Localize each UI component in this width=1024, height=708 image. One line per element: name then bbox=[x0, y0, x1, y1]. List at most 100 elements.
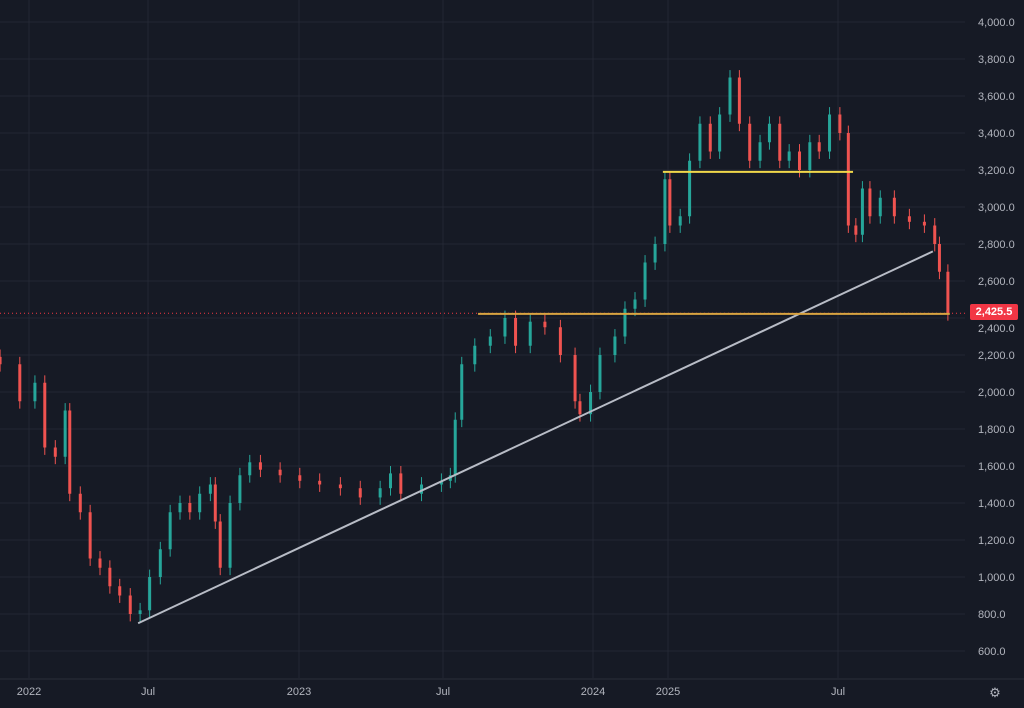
candle-body bbox=[737, 77, 741, 124]
candle-body bbox=[838, 114, 842, 133]
candle-body bbox=[514, 318, 518, 346]
candle-body bbox=[168, 512, 172, 550]
candle-body bbox=[868, 188, 872, 217]
candle-body bbox=[188, 503, 192, 513]
x-tick-label: 2023 bbox=[287, 686, 311, 698]
candle-body bbox=[33, 382, 37, 402]
y-tick-label: 1,200.0 bbox=[978, 535, 1015, 547]
candle-body bbox=[0, 356, 2, 365]
candle-body bbox=[643, 262, 647, 300]
candle-body bbox=[578, 401, 582, 415]
y-tick-label: 2,400.0 bbox=[978, 323, 1015, 335]
candle-body bbox=[278, 469, 282, 476]
candle-body bbox=[828, 114, 832, 152]
candle-body bbox=[198, 493, 202, 513]
candle-body bbox=[787, 151, 791, 161]
candle-body bbox=[420, 484, 424, 494]
candle-body bbox=[528, 321, 532, 346]
candle-body bbox=[623, 308, 627, 337]
candle-body bbox=[778, 123, 782, 161]
candle-body bbox=[138, 610, 142, 614]
candle-body bbox=[817, 142, 821, 152]
candle-body bbox=[213, 484, 217, 522]
candle-body bbox=[78, 493, 82, 513]
candle-body bbox=[613, 336, 617, 355]
candle-body bbox=[708, 123, 712, 152]
candle-body bbox=[846, 133, 850, 226]
y-tick-label: 1,400.0 bbox=[978, 498, 1015, 510]
candle-body bbox=[118, 586, 122, 596]
candle-body bbox=[678, 216, 682, 226]
y-tick-label: 3,600.0 bbox=[978, 91, 1015, 103]
candle-body bbox=[860, 188, 864, 235]
last-price-label: 2,425.5 bbox=[970, 304, 1018, 320]
candle-body bbox=[946, 271, 950, 314]
candle-body bbox=[808, 142, 812, 170]
candle-body bbox=[668, 179, 672, 226]
y-tick-label: 3,000.0 bbox=[978, 202, 1015, 214]
candle-body bbox=[68, 410, 72, 494]
candle-body bbox=[378, 488, 382, 498]
candle-body bbox=[439, 480, 443, 485]
y-tick-label: 2,800.0 bbox=[978, 239, 1015, 251]
candle-body bbox=[598, 355, 602, 392]
candle-body bbox=[298, 475, 302, 481]
candle-body bbox=[460, 364, 464, 420]
candle-body bbox=[558, 327, 562, 355]
y-tick-label: 800.0 bbox=[978, 609, 1006, 621]
candle-body bbox=[503, 318, 507, 337]
candle-body bbox=[663, 179, 667, 244]
candle-body bbox=[748, 123, 752, 161]
candle-body bbox=[453, 419, 457, 476]
candle-body bbox=[158, 549, 162, 577]
candle-body bbox=[388, 473, 392, 489]
x-tick-label: 2025 bbox=[656, 686, 680, 698]
candle-body bbox=[878, 197, 882, 217]
candle-body bbox=[338, 484, 342, 489]
candle-body bbox=[98, 558, 102, 568]
candle-body bbox=[854, 225, 858, 235]
candle-body bbox=[178, 503, 182, 513]
y-tick-label: 1,600.0 bbox=[978, 461, 1015, 473]
candle-body bbox=[128, 595, 132, 614]
candle-body bbox=[399, 473, 403, 494]
candle-body bbox=[688, 160, 692, 217]
candle-body bbox=[933, 225, 937, 244]
gear-icon[interactable]: ⚙ bbox=[989, 685, 1001, 700]
candle-body bbox=[922, 221, 926, 226]
candle-body bbox=[728, 77, 732, 115]
candle-body bbox=[543, 321, 547, 328]
candle-body bbox=[473, 345, 477, 365]
y-tick-label: 3,400.0 bbox=[978, 128, 1015, 140]
candle-body bbox=[758, 142, 762, 161]
candle-body bbox=[589, 392, 593, 415]
y-tick-label: 2,000.0 bbox=[978, 387, 1015, 399]
candle-body bbox=[488, 336, 492, 346]
y-tick-label: 600.0 bbox=[978, 646, 1006, 658]
candle-body bbox=[108, 567, 112, 587]
candle-body bbox=[698, 123, 702, 161]
candle-body bbox=[718, 114, 722, 152]
x-tick-label: 2024 bbox=[581, 686, 605, 698]
y-tick-label: 2,600.0 bbox=[978, 276, 1015, 288]
y-tick-label: 2,200.0 bbox=[978, 350, 1015, 362]
y-tick-label: 3,200.0 bbox=[978, 165, 1015, 177]
candle-body bbox=[208, 484, 212, 494]
y-tick-label: 3,800.0 bbox=[978, 54, 1015, 66]
y-tick-label: 1,800.0 bbox=[978, 424, 1015, 436]
x-tick-label: 2022 bbox=[17, 686, 41, 698]
candle-body bbox=[88, 512, 92, 559]
candle-body bbox=[797, 151, 801, 170]
x-tick-label: Jul bbox=[141, 686, 155, 698]
x-tick-label: Jul bbox=[436, 686, 450, 698]
candle-body bbox=[573, 355, 577, 402]
x-tick-label: Jul bbox=[831, 686, 845, 698]
candle-body bbox=[63, 410, 67, 457]
candle-body bbox=[937, 244, 941, 272]
candle-body bbox=[53, 447, 57, 457]
candle-body bbox=[238, 475, 242, 503]
candle-body bbox=[258, 462, 262, 470]
y-tick-label: 4,000.0 bbox=[978, 17, 1015, 29]
